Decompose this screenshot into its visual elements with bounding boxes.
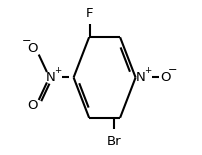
Text: O: O	[27, 42, 38, 55]
Text: N: N	[46, 71, 56, 84]
Text: −: −	[22, 36, 31, 46]
Text: O: O	[27, 99, 38, 112]
Text: −: −	[166, 65, 176, 75]
Text: +: +	[54, 66, 61, 75]
Text: N: N	[136, 71, 145, 84]
Text: +: +	[144, 66, 151, 75]
Text: Br: Br	[106, 135, 121, 148]
Text: O: O	[159, 71, 169, 84]
Text: F: F	[86, 7, 93, 20]
